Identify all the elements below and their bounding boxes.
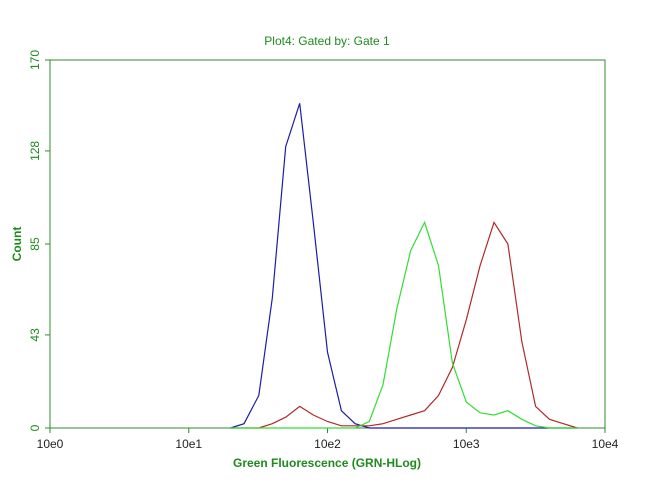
x-tick-label: 10e4 bbox=[592, 437, 619, 451]
x-tick-label: 10e0 bbox=[37, 437, 64, 451]
histogram-line bbox=[230, 103, 578, 429]
y-tick-label: 128 bbox=[28, 141, 42, 161]
histogram-line bbox=[230, 220, 578, 429]
plot-frame bbox=[49, 59, 606, 429]
x-tick-label: 10e3 bbox=[453, 437, 480, 451]
y-tick-label: 170 bbox=[28, 50, 42, 70]
x-axis-label: Green Fluorescence (GRN-HLog) bbox=[233, 456, 421, 470]
x-tick-label: 10e1 bbox=[175, 437, 202, 451]
y-tick-label: 43 bbox=[28, 328, 42, 342]
x-tick-label: 10e2 bbox=[314, 437, 341, 451]
y-tick-label: 0 bbox=[28, 424, 42, 431]
chart-title: Plot4: Gated by: Gate 1 bbox=[264, 34, 390, 48]
y-axis-label: Count bbox=[10, 227, 24, 262]
y-tick-label: 85 bbox=[28, 237, 42, 251]
histogram-line bbox=[230, 221, 578, 429]
